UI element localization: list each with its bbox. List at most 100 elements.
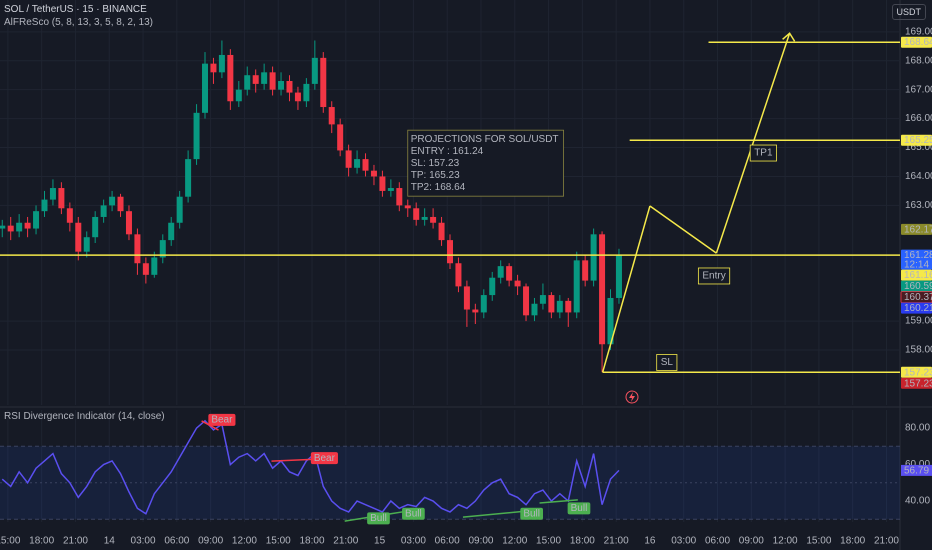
candle-body [269, 72, 276, 90]
signal-box [567, 502, 591, 515]
currency-button[interactable]: USDT [891, 4, 926, 20]
x-tick-label: 12:00 [232, 536, 257, 547]
x-tick-label: 15:00 [536, 536, 561, 547]
candle-body [582, 260, 589, 281]
candle-body [379, 176, 386, 191]
candle-body [261, 72, 268, 84]
projection-label: SL [661, 357, 674, 368]
candle-body [303, 83, 310, 102]
candle-body [615, 255, 622, 298]
y-tick-label: 164.00 [905, 171, 932, 182]
x-tick-label: 06:00 [705, 536, 730, 547]
y-tick-label: 169.00 [905, 26, 932, 37]
candle-body [278, 81, 285, 90]
price-label-text: 157.23 [904, 378, 932, 389]
price-label [901, 280, 932, 292]
divergence-line [271, 458, 318, 462]
event-icon[interactable] [625, 390, 639, 404]
x-tick-label: 18:00 [570, 536, 595, 547]
candle-body [168, 222, 175, 241]
rsi-line [1, 419, 620, 515]
projection-label-box [656, 354, 678, 371]
projection-line [649, 205, 717, 254]
rsi-value-text: 56.79 [904, 465, 929, 476]
signal-box [402, 507, 425, 520]
candle-body [573, 260, 580, 313]
signal-box [310, 452, 338, 465]
projection-line [601, 205, 651, 373]
y-tick-label: 168.00 [905, 55, 932, 66]
price-label-text: 160.21 [904, 303, 932, 314]
candle-body [463, 286, 470, 310]
indicator-title[interactable]: AlFReSco (5, 8, 13, 3, 5, 8, 2, 13) [4, 17, 153, 28]
price-label [901, 377, 932, 389]
x-tick-label: 18:00 [840, 536, 865, 547]
candle-body [193, 112, 200, 160]
divergence-line [539, 499, 578, 504]
candle-body [286, 81, 293, 93]
x-tick-label: 09:00 [468, 536, 493, 547]
candle-body [185, 159, 192, 197]
candle-body [210, 63, 217, 73]
projection-note-line: PROJECTIONS FOR SOL/USDT [411, 134, 559, 145]
candle-body [92, 216, 99, 238]
candle-body [320, 57, 327, 108]
projection-note-line: TP2: 168.64 [411, 182, 466, 193]
candle-body [531, 303, 538, 316]
candle-body [202, 63, 209, 113]
candle-body [607, 297, 614, 345]
x-tick-label: 14 [104, 536, 116, 547]
rsi-title[interactable]: RSI Divergence Indicator (14, close) [4, 411, 165, 422]
candle-body [66, 208, 73, 223]
candle-body [438, 222, 445, 241]
projection-note-line: ENTRY : 161.24 [411, 146, 484, 157]
overlay: 15:00 18:00 21:00 14 03:00 06:00 09:00 12:00 15:… [0, 26, 932, 547]
candle-body [58, 188, 65, 209]
candle-body [514, 280, 521, 287]
x-tick-label: 15:00 [806, 536, 831, 547]
price-label [901, 249, 932, 270]
projection-label-box [697, 267, 731, 285]
candle-body [404, 205, 411, 209]
x-tick-label: 03:00 [131, 536, 156, 547]
rsi-value-label [901, 464, 932, 476]
price-label [901, 223, 932, 235]
x-tick-label: 09:00 [739, 536, 764, 547]
x-tick-label: 06:00 [164, 536, 189, 547]
candle-body [396, 188, 403, 206]
candle-body [354, 159, 361, 168]
candle-body [117, 196, 124, 212]
projection-label: TP1 [754, 148, 773, 159]
signal-label: Bull [405, 508, 422, 519]
price-label [901, 302, 932, 314]
y-tick-label: 167.00 [905, 84, 932, 95]
signal-label: Bull [571, 503, 588, 514]
projection-note-line: SL: 157.23 [411, 158, 460, 169]
projection-arrow [782, 32, 796, 42]
price-label-text: 160.59 [904, 281, 932, 292]
signal-label: Bear [211, 414, 233, 425]
candle-body [75, 222, 82, 252]
signal-label: Bull [523, 508, 540, 519]
candle-body [370, 170, 377, 177]
candle-body [252, 75, 259, 84]
rsi-tick-label: 80.00 [905, 423, 930, 434]
candle-body [565, 300, 572, 313]
candle-body [345, 150, 352, 168]
candle-body [387, 188, 394, 191]
candle-body [328, 107, 335, 125]
signal-box [520, 507, 544, 520]
x-tick-label: 21:00 [63, 536, 88, 547]
x-tick-label: 21:00 [333, 536, 358, 547]
price-label-text: 161.16 [904, 270, 932, 281]
y-tick-label: 166.00 [905, 113, 932, 124]
candle-body [506, 266, 513, 281]
symbol-title[interactable]: SOL / TetherUS · 15 · BINANCE [4, 4, 147, 15]
candle-body [430, 216, 437, 223]
x-tick-label: 06:00 [435, 536, 460, 547]
price-label [901, 269, 932, 281]
x-tick-label: 15:00 [0, 536, 21, 547]
projection-line [715, 33, 791, 254]
